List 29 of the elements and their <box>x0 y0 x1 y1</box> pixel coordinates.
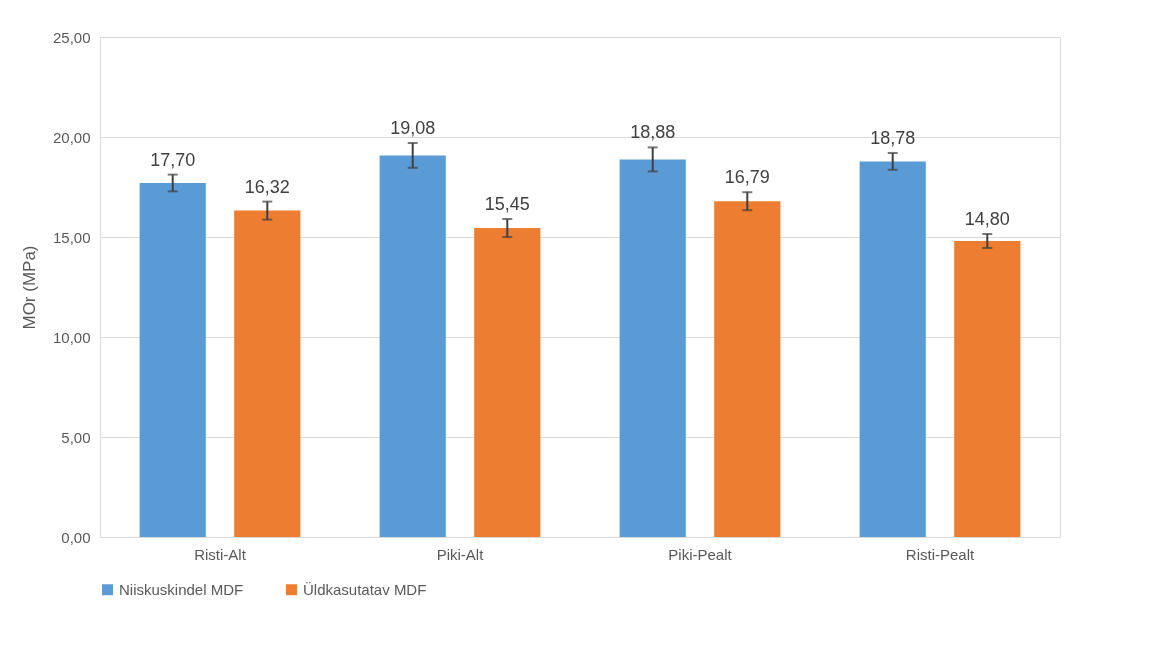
y-tick-label: 15,00 <box>52 228 91 246</box>
y-tick-label: 20,00 <box>52 128 91 146</box>
y-tick-label: 5,00 <box>61 428 91 446</box>
bar <box>474 228 541 537</box>
y-tick-label: 10,00 <box>52 328 91 346</box>
bar <box>234 210 301 537</box>
x-tick-label: Risti-Alt <box>194 545 247 563</box>
bar <box>954 241 1021 537</box>
legend-label: Üldkasutatav MDF <box>303 580 427 598</box>
bar <box>859 161 926 537</box>
data-label: 18,88 <box>630 122 676 143</box>
bar <box>714 201 781 537</box>
data-label: 15,45 <box>484 194 530 214</box>
y-axis-title: MOr (MPa) <box>19 245 39 330</box>
data-label: 16,32 <box>244 176 290 197</box>
data-label: 17,70 <box>150 149 196 170</box>
legend-label: Niiskuskindel MDF <box>119 580 244 598</box>
x-tick-label: Piki-Alt <box>436 545 485 563</box>
y-tick-label: 0,00 <box>61 528 91 546</box>
bar <box>619 159 686 537</box>
x-tick-label: Risti-Pealt <box>905 545 975 563</box>
x-tick-label: Piki-Pealt <box>668 545 733 563</box>
bar <box>379 155 446 537</box>
data-label: 19,08 <box>390 118 436 138</box>
data-label: 16,79 <box>724 167 770 188</box>
data-label: 18,78 <box>870 128 916 148</box>
y-tick-label: 25,00 <box>52 28 91 46</box>
bar <box>139 183 206 537</box>
data-label: 14,80 <box>964 209 1010 229</box>
